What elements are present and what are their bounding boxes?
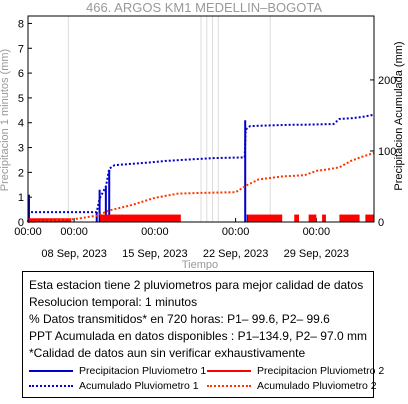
x-tick-time-0: 00:00 — [14, 226, 42, 238]
x-tick-date-1: 08 Sep, 2023 — [41, 248, 106, 260]
series-1-band-2 — [247, 214, 283, 222]
chart-legend: Precipitacion Pluviometro 1 Precipitacio… — [29, 364, 384, 394]
x-tick-time-2: 00:00 — [141, 226, 169, 238]
legend-label-accum-p1: Acumulado Pluviometro 1 — [79, 380, 199, 392]
right-tick-label-1: 100 — [378, 146, 396, 158]
legend-swatch-accum-p2 — [207, 385, 251, 387]
right-axis-label: Precipitacion Acumulada (mm) — [393, 41, 405, 190]
right-tick-label-2: 200 — [378, 75, 396, 87]
legend-swatch-precip-p2 — [207, 370, 251, 372]
left-axis-label: Precipitacion 1 minutos (mm) — [0, 49, 11, 191]
left-tick-label-4: 4 — [18, 118, 24, 130]
series-1-band-6 — [339, 214, 360, 222]
series-3-line — [27, 152, 375, 223]
info-line-accumulated: PPT Acumulada en datos disponibles : P1–… — [29, 329, 367, 343]
info-box: Esta estacion tiene 2 pluviometros para … — [22, 271, 384, 398]
info-line-pluviometers: Esta estacion tiene 2 pluviometros para … — [29, 278, 364, 292]
plot-frame — [27, 15, 375, 223]
info-line-resolution: Resolucion temporal: 1 minutos — [29, 295, 198, 309]
x-tick-time-1: 00:00 — [60, 226, 88, 238]
left-tick-label-3: 3 — [18, 143, 24, 155]
left-tick-label-8: 8 — [18, 18, 24, 30]
left-tick-label-6: 6 — [18, 68, 24, 80]
chart-title: 466. ARGOS KM1 MEDELLIN–BOGOTA — [86, 0, 322, 15]
x-tick-date-4: 29 Sep, 2023 — [284, 248, 349, 260]
x-tick-time-3: 00:00 — [222, 226, 250, 238]
left-tick-label-0: 0 — [18, 217, 24, 229]
x-tick-time-4: 00:00 — [303, 226, 331, 238]
info-line-transmitted: % Datos transmitidos* en 720 horas: P1– … — [29, 312, 330, 326]
rainfall-chart: 466. ARGOS KM1 MEDELLIN–BOGOTA Precipita… — [0, 0, 405, 270]
series-1-band-7 — [365, 214, 374, 222]
legend-swatch-precip-p1 — [29, 370, 73, 372]
legend-label-precip-p2: Precipitacion Pluviometro 2 — [257, 365, 385, 377]
series-1-band-1 — [100, 214, 181, 222]
plot-area: 0 1 2 3 4 5 6 7 8 0 100 200 00:00 00:00 08 Sep, 2023 00… — [14, 15, 396, 260]
legend-swatch-accum-p1 — [29, 385, 73, 387]
series-1-band-4 — [308, 214, 317, 222]
left-tick-label-5: 5 — [18, 93, 24, 105]
right-tick-label-0: 0 — [378, 217, 384, 229]
x-tick-date-2: 15 Sep, 2023 — [122, 248, 187, 260]
series-1-band-3 — [294, 214, 300, 222]
left-tick-label-7: 7 — [18, 43, 24, 55]
left-tick-label-2: 2 — [18, 167, 24, 179]
left-tick-label-1: 1 — [18, 192, 24, 204]
x-axis-label: Tiempo — [182, 259, 218, 270]
series-2-line — [27, 113, 375, 223]
series-1-band-5 — [322, 214, 326, 222]
legend-label-precip-p1: Precipitacion Pluviometro 1 — [79, 365, 207, 377]
x-tick-date-3: 22 Sep, 2023 — [203, 248, 268, 260]
legend-label-accum-p2: Acumulado Pluviometro 2 — [257, 380, 377, 392]
info-line-quality-note: *Calidad de datos aun sin verificar exha… — [29, 346, 306, 360]
